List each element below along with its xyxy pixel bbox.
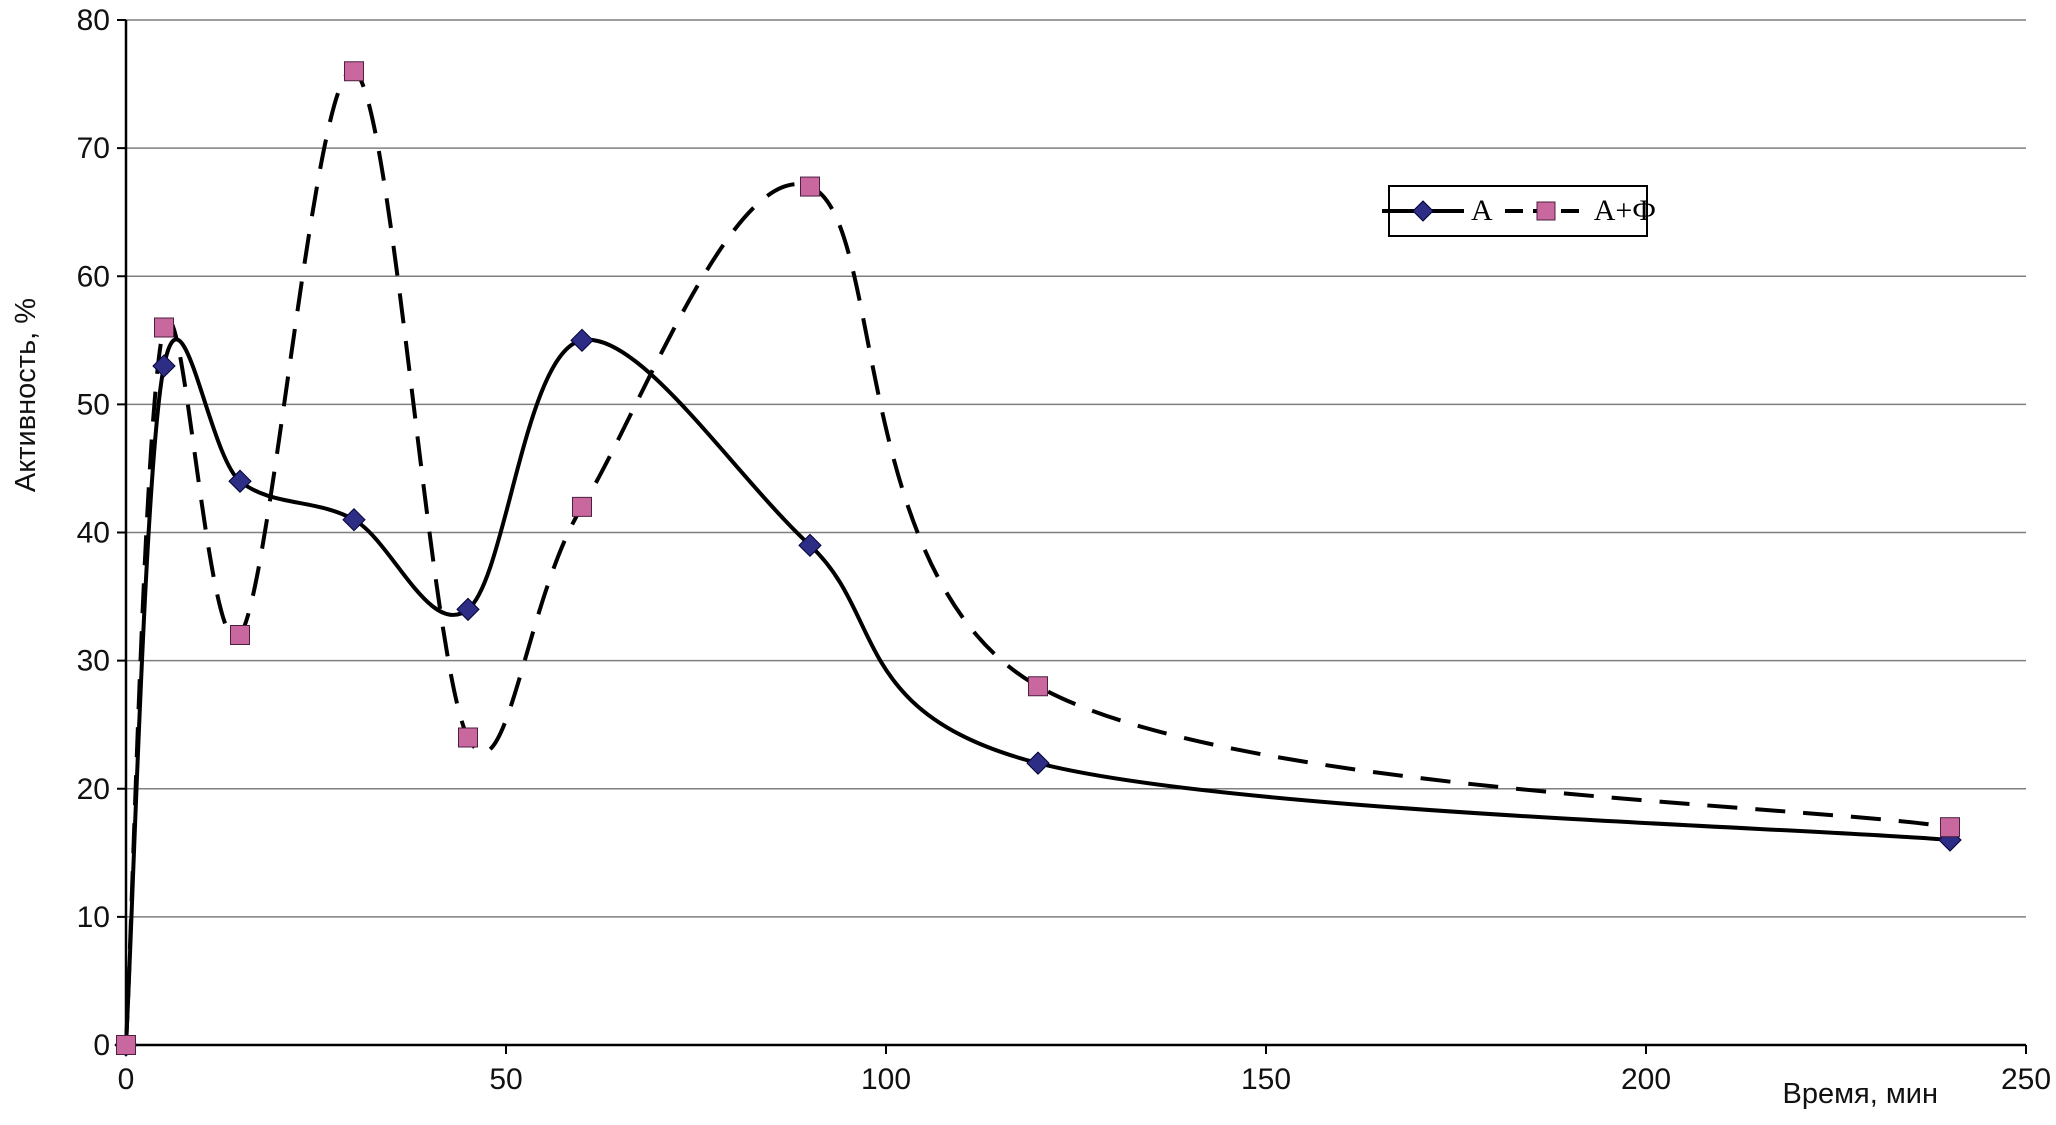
- legend: А А+Ф: [1382, 185, 1656, 237]
- marker-diamond: [1026, 751, 1050, 775]
- marker-square: [572, 496, 592, 517]
- y-tick-label: 50: [77, 388, 110, 421]
- series-line-А+Ф: [124, 69, 1951, 1046]
- marker-diamond: [342, 507, 366, 532]
- marker-diamond: [228, 469, 252, 493]
- y-tick-label: 20: [77, 773, 110, 806]
- x-tick-label: 250: [2001, 1063, 2051, 1096]
- marker-square: [230, 625, 250, 645]
- marker-square: [1028, 676, 1048, 697]
- legend-label-a-f: А+Ф: [1593, 194, 1656, 227]
- marker-square: [116, 1035, 136, 1055]
- marker-square: [800, 176, 820, 197]
- y-tick-label: 70: [77, 132, 110, 165]
- marker-square: [458, 727, 478, 748]
- marker-square: [344, 61, 364, 82]
- legend-label-a: А: [1471, 194, 1493, 227]
- x-axis-title: Время, мин: [1782, 1078, 1938, 1110]
- legend-sample-dashed-square: [1504, 201, 1587, 221]
- legend-item-a-f: А+Ф: [1503, 194, 1656, 228]
- y-tick-label: 40: [77, 517, 110, 550]
- x-tick-label: 200: [1621, 1063, 1671, 1096]
- y-tick-label: 30: [77, 645, 110, 678]
- x-tick-label: 50: [489, 1063, 522, 1096]
- marker-diamond: [570, 328, 594, 353]
- y-tick-label: 10: [77, 901, 110, 934]
- y-tick-label: 60: [77, 260, 110, 293]
- x-tick-label: 150: [1241, 1063, 1291, 1096]
- marker-square: [1940, 817, 1960, 838]
- marker-diamond: [152, 354, 176, 378]
- marker-diamond: [456, 597, 480, 622]
- x-tick-label: 100: [861, 1063, 911, 1096]
- legend-sample-solid-diamond: [1382, 200, 1465, 222]
- y-axis-title: Активность, %: [10, 297, 42, 493]
- marker-diamond: [798, 533, 822, 558]
- x-tick-label: 0: [118, 1063, 135, 1096]
- y-tick-label: 80: [77, 4, 110, 37]
- y-tick-label: 0: [93, 1029, 110, 1062]
- marker-square: [154, 317, 174, 338]
- legend-item-a: А: [1380, 194, 1493, 228]
